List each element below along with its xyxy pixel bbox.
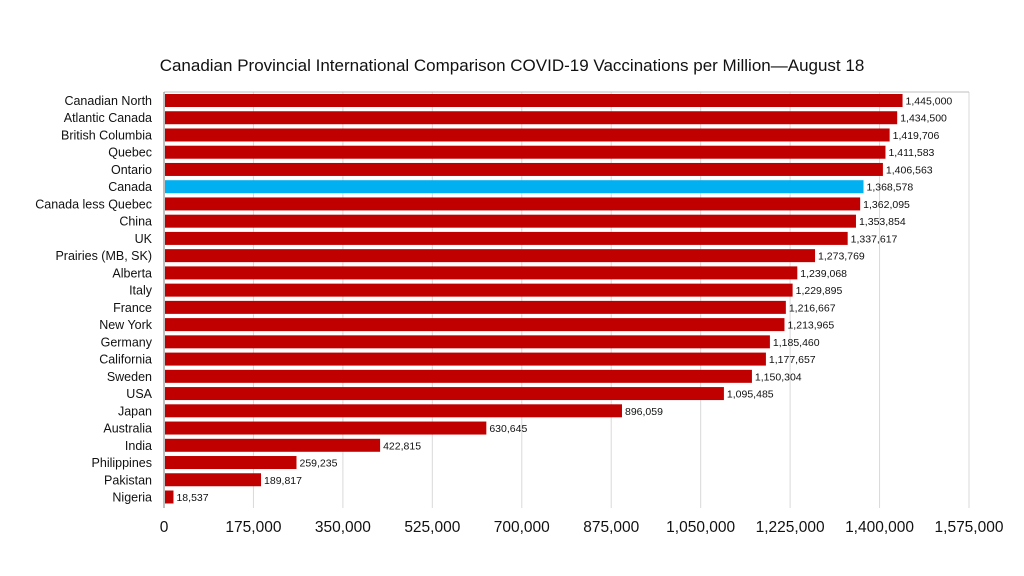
- category-label: Italy: [129, 284, 153, 298]
- value-label: 1,229,895: [796, 285, 843, 297]
- category-label: Pakistan: [104, 473, 152, 487]
- bar: [165, 162, 883, 176]
- bar: [165, 490, 174, 504]
- category-label: New York: [99, 318, 153, 332]
- x-tick-label: 700,000: [494, 519, 550, 536]
- category-label: Sweden: [107, 370, 152, 384]
- bar: [165, 387, 724, 401]
- bar: [165, 438, 381, 452]
- category-label: Canada: [108, 180, 152, 194]
- value-label: 1,419,706: [893, 130, 940, 142]
- value-label: 1,150,304: [755, 371, 802, 383]
- value-label: 1,368,578: [866, 182, 913, 194]
- x-tick-labels: 0 175,000 350,000 525,000 700,000 875,000 1,05…: [160, 519, 1004, 536]
- value-label: 1,273,769: [818, 251, 865, 263]
- bars: [165, 94, 903, 504]
- category-label: Prairies (MB, SK): [55, 249, 152, 263]
- x-tick-label: 0: [160, 519, 169, 536]
- category-label: Atlantic Canada: [64, 111, 152, 125]
- value-label: 1,095,485: [727, 389, 774, 401]
- category-label: UK: [135, 232, 153, 246]
- value-label: 1,337,617: [851, 233, 898, 245]
- category-label: Germany: [101, 335, 153, 349]
- value-label: 896,059: [625, 406, 663, 418]
- bar: [165, 111, 898, 125]
- bar: [165, 249, 816, 263]
- value-label: 1,216,667: [789, 302, 836, 314]
- value-labels: 1,445,000 1,434,500 1,419,706 1,411,583 1,40…: [176, 96, 952, 505]
- x-tick-label: 1,575,000: [935, 519, 1004, 536]
- value-label: 630,645: [489, 423, 527, 435]
- category-label: Australia: [103, 422, 152, 436]
- bar: [165, 94, 903, 107]
- x-tick-label: 1,400,000: [845, 519, 914, 536]
- x-tick-label: 875,000: [583, 519, 639, 536]
- category-label: Japan: [118, 404, 152, 418]
- category-label: British Columbia: [61, 128, 152, 142]
- value-label: 1,445,000: [906, 96, 953, 108]
- bar: [165, 369, 752, 383]
- x-tick-label: 1,225,000: [756, 519, 825, 536]
- gridlines: [252, 92, 970, 508]
- value-label: 1,239,068: [800, 268, 847, 280]
- bar: [165, 231, 848, 245]
- bar: [165, 197, 861, 211]
- x-tick-label: 350,000: [315, 519, 371, 536]
- bar: [165, 352, 766, 366]
- bar: [165, 456, 297, 470]
- bar: [165, 318, 785, 332]
- x-tick-label: 1,050,000: [666, 519, 735, 536]
- bar: [165, 180, 864, 194]
- value-label: 1,434,500: [900, 113, 947, 125]
- bar: [165, 128, 890, 142]
- x-tick-label: 525,000: [404, 519, 460, 536]
- bar: [165, 145, 886, 159]
- bar: [165, 300, 786, 314]
- category-label: Philippines: [92, 456, 152, 470]
- category-label: Canada less Quebec: [35, 197, 152, 211]
- category-label: USA: [126, 387, 152, 401]
- bar: [165, 283, 793, 297]
- bar: [165, 214, 856, 228]
- value-label: 1,213,965: [787, 320, 834, 332]
- x-tick-label: 175,000: [225, 519, 281, 536]
- category-label: France: [113, 301, 152, 315]
- value-label: 1,411,583: [888, 147, 934, 159]
- chart-title: Canadian Provincial International Compar…: [159, 56, 865, 75]
- bar: [165, 335, 770, 349]
- value-label: 1,177,657: [769, 354, 816, 366]
- value-label: 422,815: [383, 440, 421, 452]
- category-label: California: [99, 353, 152, 367]
- value-label: 1,362,095: [863, 199, 910, 211]
- category-label: India: [125, 439, 152, 453]
- category-label: Canadian North: [64, 94, 152, 108]
- category-label: Nigeria: [112, 491, 152, 505]
- bar: [165, 266, 798, 280]
- value-label: 189,817: [264, 475, 302, 487]
- category-label: Quebec: [108, 146, 152, 160]
- category-label: Alberta: [112, 266, 152, 280]
- value-label: 259,235: [299, 458, 337, 470]
- category-label: China: [119, 215, 152, 229]
- category-label: Ontario: [111, 163, 152, 177]
- value-label: 18,537: [176, 492, 208, 504]
- value-label: 1,185,460: [773, 337, 820, 349]
- value-label: 1,353,854: [859, 216, 906, 228]
- bar: [165, 404, 622, 418]
- value-label: 1,406,563: [886, 164, 933, 176]
- bar: [165, 421, 487, 435]
- category-labels: Canadian North Atlantic Canada British Col…: [35, 94, 152, 505]
- axes: [163, 91, 969, 508]
- bar: [165, 473, 262, 487]
